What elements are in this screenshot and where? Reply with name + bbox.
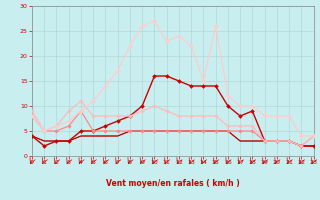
X-axis label: Vent moyen/en rafales ( km/h ): Vent moyen/en rafales ( km/h )	[106, 179, 240, 188]
